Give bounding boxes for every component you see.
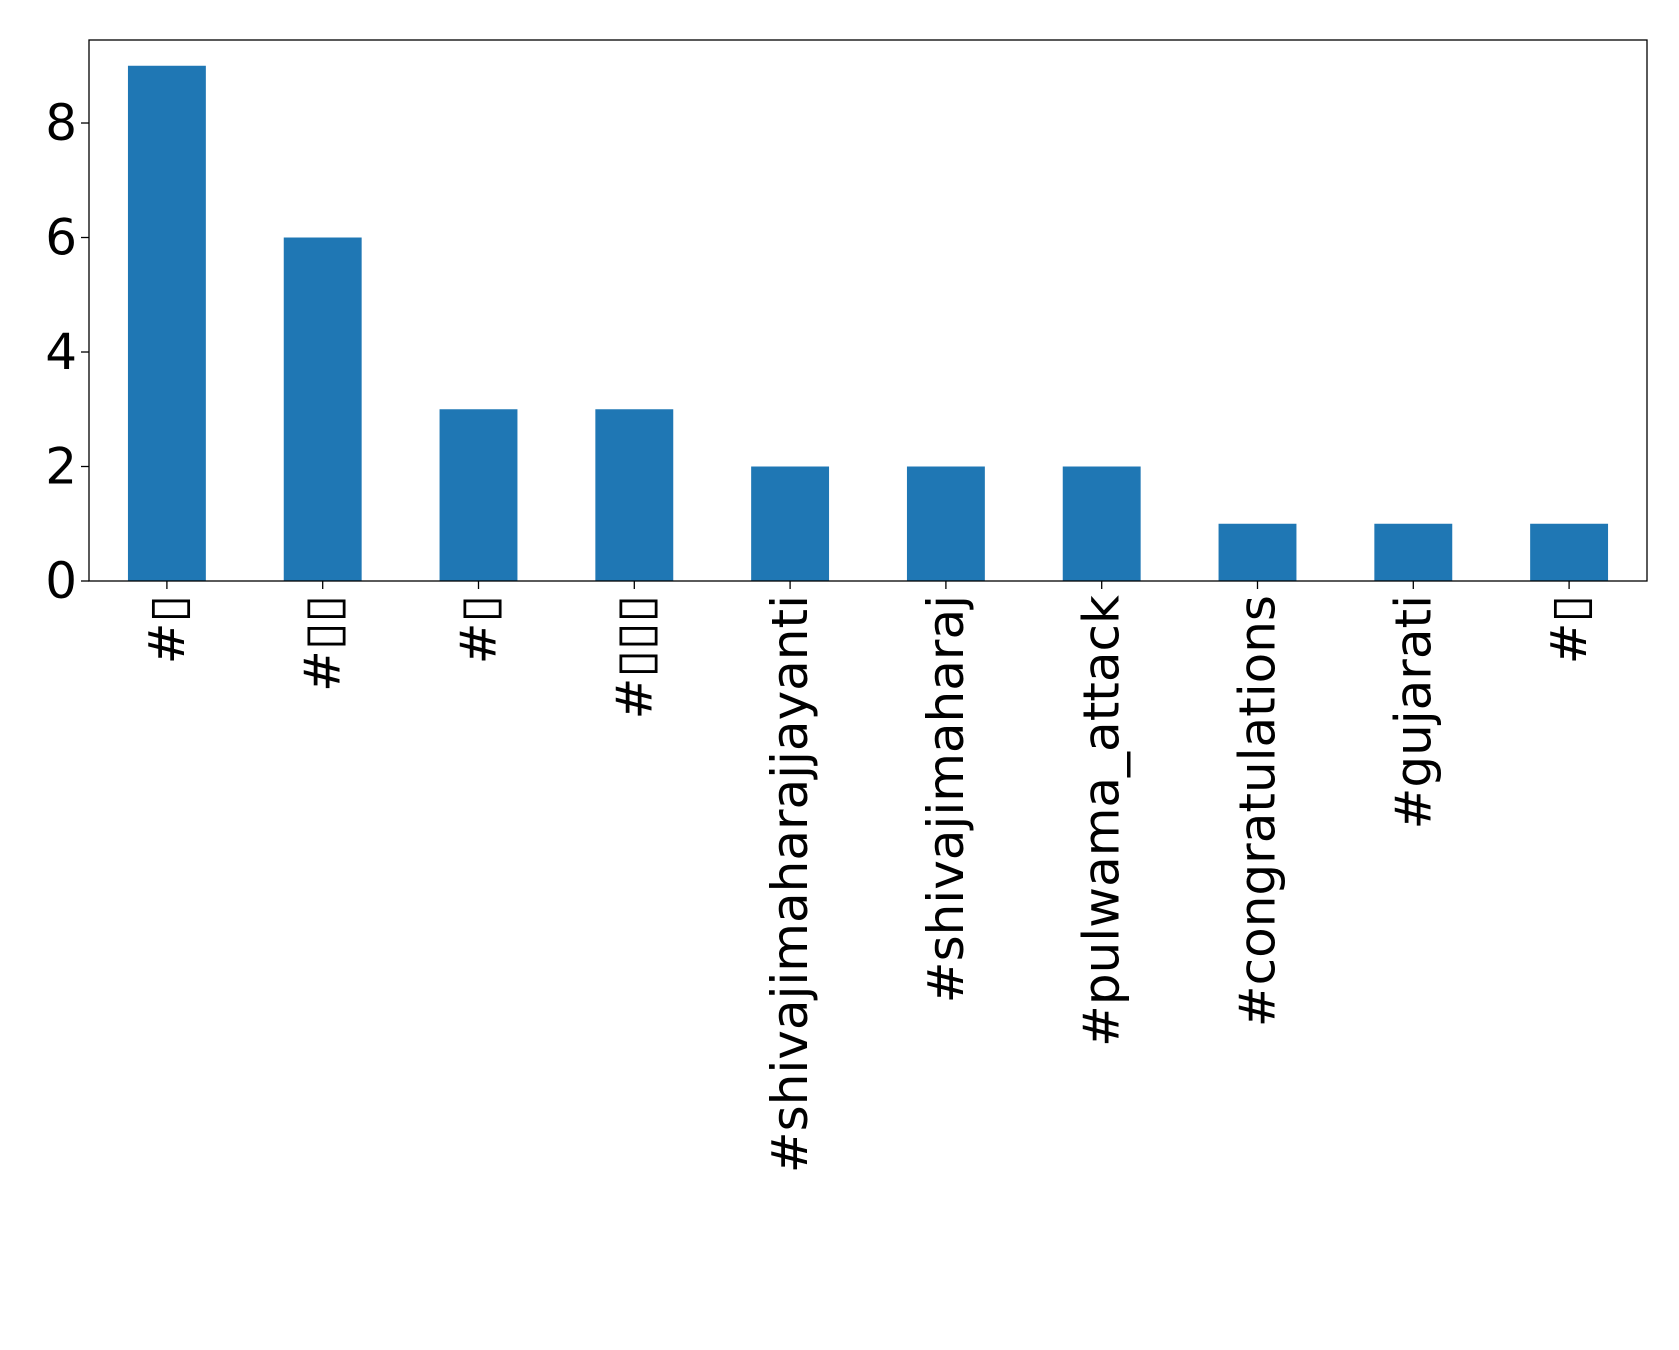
bar [906,466,985,581]
x-tick-label: #pulwama_attack [1073,595,1131,1047]
bar [283,237,362,581]
bar [751,466,830,581]
x-tick-label: #shivajimaharajjayanti [761,595,819,1173]
y-tick-label: 8 [45,94,77,152]
x-tick-label: #congratulations [1229,595,1287,1027]
bar [1218,523,1297,581]
x-tick-label: #shivajimaharaj [917,595,975,1003]
bar [595,409,674,581]
bar [1374,523,1453,581]
bar [439,409,518,581]
bar [1062,466,1141,581]
y-tick-label: 6 [45,209,77,267]
y-tick-label: 0 [45,552,77,610]
bars-group [127,65,1609,581]
x-tick-label: #gujarati [1384,595,1442,830]
bar [127,65,206,581]
x-tick-label: #▯ [450,595,508,664]
x-tick-label: #▯ [1540,595,1598,664]
y-axis-ticks: 0 2 4 6 8 [45,94,89,610]
y-tick-label: 2 [45,438,77,496]
x-tick-label: #▯▯▯ [605,595,663,719]
x-tick-label: #▯ [138,595,196,664]
bar [1530,523,1609,581]
x-tick-label: #▯▯ [294,595,352,692]
y-tick-label: 4 [45,323,77,381]
plot-frame [88,39,1648,582]
x-axis-ticks: #▯ #▯▯ #▯ #▯▯▯ #shivajimaharajjayanti #shivaj… [138,581,1598,1173]
